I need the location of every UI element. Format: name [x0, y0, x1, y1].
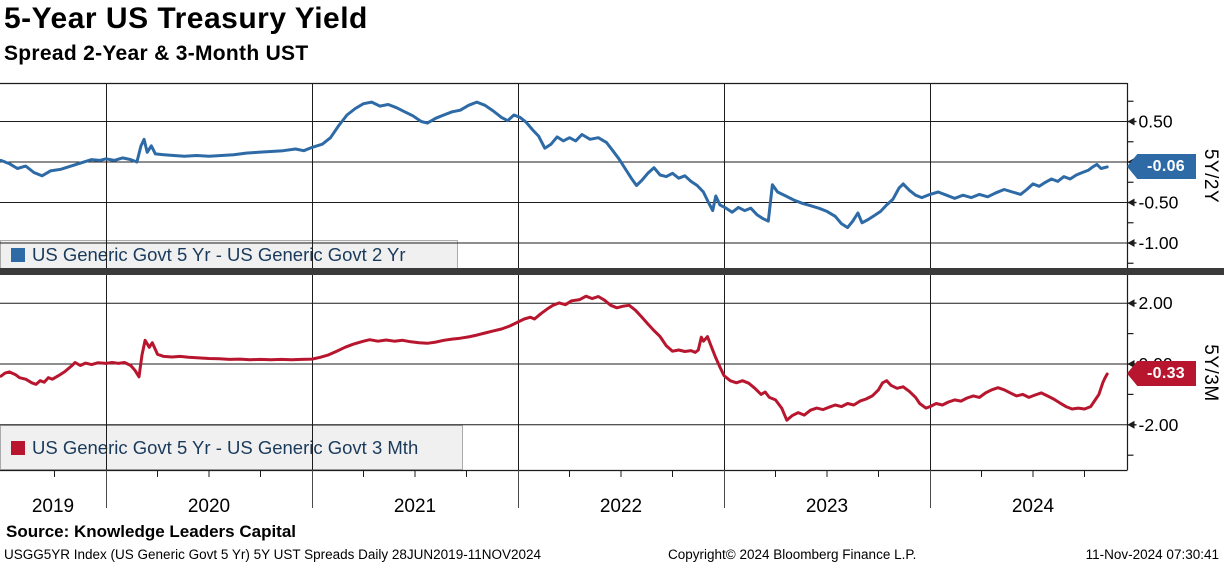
legend-bottom-panel: US Generic Govt 5 Yr - US Generic Govt 3… — [0, 425, 463, 470]
footer-timestamp: 11-Nov-2024 07:30:41 — [1085, 547, 1219, 562]
x-year-label: 2024 — [1012, 496, 1055, 517]
y-tick-arrow-icon — [1127, 117, 1135, 126]
x-year-label: 2020 — [188, 496, 230, 517]
footer-copyright: Copyright© 2024 Bloomberg Finance L.P. — [668, 547, 917, 562]
last-value-badge-5y2y: -0.06 — [1127, 154, 1196, 179]
y-tick-arrow-icon — [1127, 239, 1135, 247]
y-tick-label: -0.50 — [1139, 193, 1179, 213]
y-tick-label: -2.00 — [1139, 415, 1179, 435]
legend-label-5y3m: US Generic Govt 5 Yr - US Generic Govt 3… — [32, 436, 419, 458]
y-tick-arrow-icon — [1127, 299, 1135, 308]
y-tick-label: 0.50 — [1139, 112, 1173, 132]
y-tick-label: 2.00 — [1139, 293, 1173, 313]
series-line-5y2y — [0, 100, 1109, 230]
legend-swatch-blue-icon — [11, 247, 25, 262]
y-tick-arrow-icon — [1127, 198, 1135, 207]
y-tick-arrow-icon — [1127, 420, 1135, 429]
x-year-label: 2022 — [600, 496, 642, 517]
page-subtitle: Spread 2-Year & 3-Month UST — [4, 42, 309, 65]
y-axis-title-5y3m: 5Y/3M — [1200, 344, 1221, 402]
y-axis-title-5y2y: 5Y/2Y — [1200, 148, 1221, 204]
x-year-label: 2019 — [32, 496, 74, 517]
legend-swatch-red-icon — [11, 440, 25, 455]
footer-security-info: USGG5YR Index (US Generic Govt 5 Yr) 5Y … — [4, 547, 541, 562]
series-line-5y3m — [0, 294, 1109, 422]
y-tick-arrow-icon — [1127, 360, 1135, 368]
source-attribution: Source: Knowledge Leaders Capital — [6, 522, 297, 541]
x-year-label: 2023 — [806, 496, 848, 517]
panel-separator-band — [0, 268, 1224, 275]
y-tick-label: -1.00 — [1139, 233, 1179, 253]
x-year-label: 2021 — [394, 496, 436, 517]
page-title: 5-Year US Treasury Yield — [4, 2, 368, 35]
last-value-badge-5y3m: -0.33 — [1127, 361, 1196, 386]
